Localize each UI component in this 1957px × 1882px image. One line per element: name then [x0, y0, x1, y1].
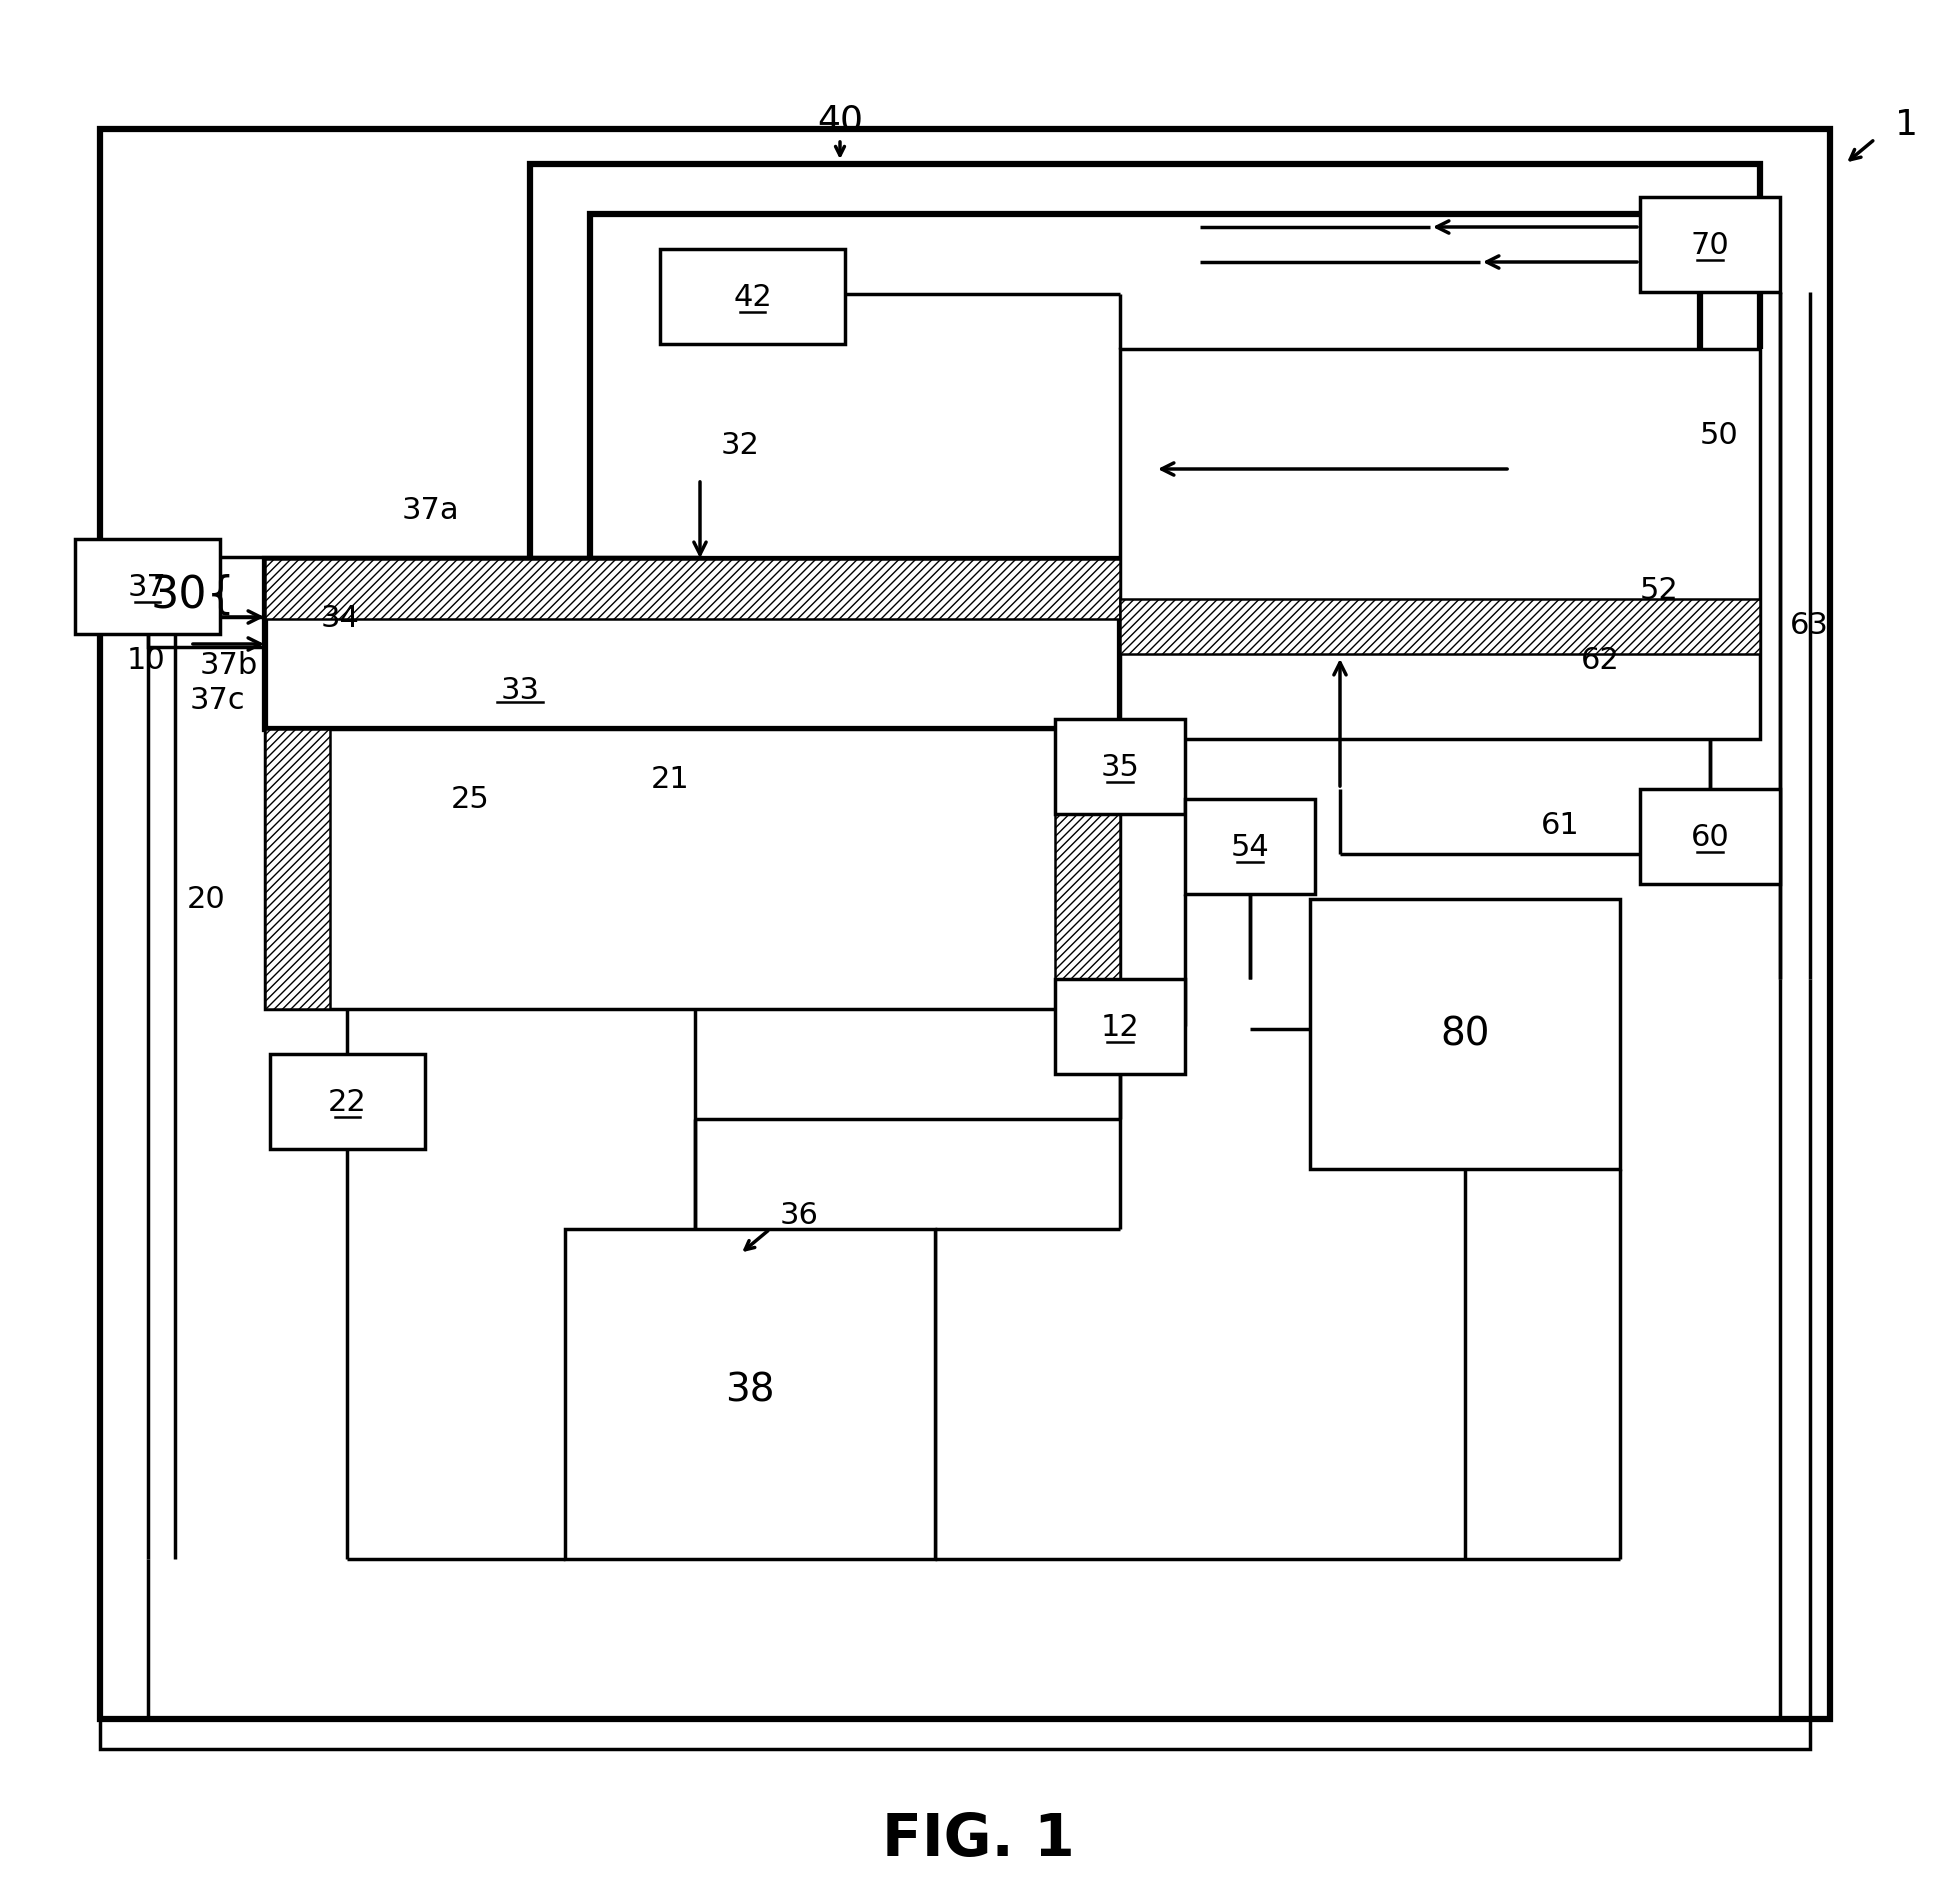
Text: 25: 25: [450, 785, 489, 815]
Text: 30{: 30{: [151, 574, 235, 615]
Text: 70: 70: [1691, 231, 1730, 260]
Text: 36: 36: [781, 1201, 818, 1229]
Bar: [1055, 730, 1119, 1009]
Text: 37c: 37c: [190, 685, 247, 713]
Text: 1: 1: [1894, 107, 1918, 141]
Text: 50: 50: [1701, 420, 1738, 450]
Bar: [1309, 900, 1620, 1169]
Text: 61: 61: [1540, 809, 1579, 839]
Text: 60: 60: [1691, 822, 1730, 851]
Bar: [264, 559, 1119, 730]
Bar: [264, 730, 331, 1009]
Text: 62: 62: [1581, 646, 1618, 674]
Text: FIG. 1: FIG. 1: [881, 1810, 1074, 1867]
Text: 80: 80: [1440, 1016, 1489, 1054]
Bar: [1640, 198, 1781, 294]
Text: 33: 33: [501, 676, 540, 704]
Text: 37: 37: [127, 572, 166, 602]
Text: 42: 42: [734, 282, 771, 312]
Text: 32: 32: [720, 431, 759, 459]
Text: 10: 10: [127, 646, 164, 674]
Bar: [1119, 600, 1759, 655]
Text: 54: 54: [1231, 832, 1270, 862]
Text: 35: 35: [1100, 753, 1139, 781]
Bar: [264, 730, 1119, 1009]
Text: 40: 40: [816, 104, 863, 137]
Text: 21: 21: [650, 766, 689, 794]
Text: 63: 63: [1791, 610, 1830, 640]
Bar: [1055, 719, 1186, 815]
Bar: [1119, 350, 1759, 740]
Bar: [1055, 979, 1186, 1075]
Bar: [1640, 790, 1781, 885]
Bar: [100, 130, 1830, 1718]
Bar: [566, 1229, 935, 1558]
Text: 52: 52: [1640, 576, 1679, 604]
Bar: [1186, 800, 1315, 894]
Bar: [74, 540, 219, 634]
Text: 37a: 37a: [401, 495, 458, 525]
Bar: [264, 559, 1119, 619]
Text: 37b: 37b: [200, 649, 258, 679]
Text: 22: 22: [329, 1088, 366, 1116]
Text: 12: 12: [1100, 1013, 1139, 1041]
Text: 20: 20: [186, 885, 225, 915]
Bar: [270, 1054, 425, 1150]
Text: 38: 38: [726, 1370, 775, 1408]
Bar: [660, 250, 845, 344]
Text: 34: 34: [321, 602, 360, 632]
